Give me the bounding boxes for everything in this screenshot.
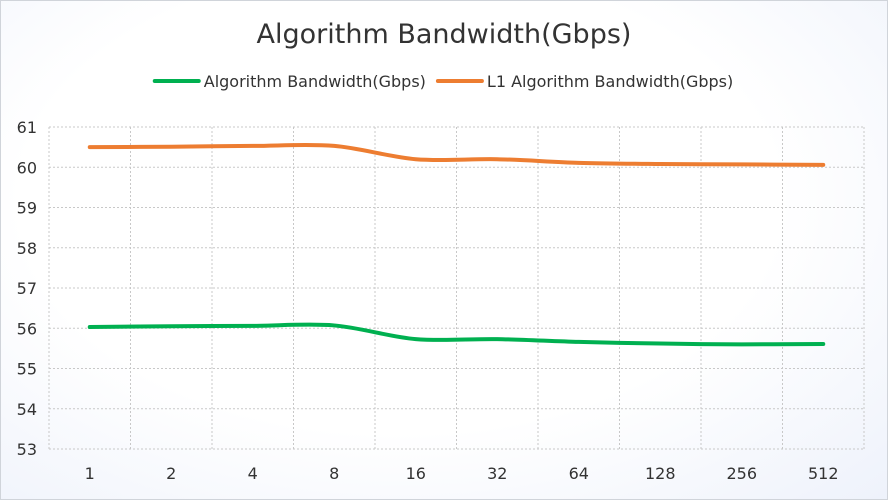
x-tick-label: 16 xyxy=(406,464,426,483)
y-tick-label: 55 xyxy=(17,360,37,379)
y-tick-label: 60 xyxy=(17,158,37,177)
legend-item-2: L1 Algorithm Bandwidth(Gbps) xyxy=(435,72,733,91)
series-group xyxy=(87,142,826,347)
series-line-2 xyxy=(87,142,826,167)
y-axis: 53 54 55 56 57 58 59 60 61 xyxy=(17,118,37,459)
y-tick-label: 57 xyxy=(17,279,37,298)
chart-title: Algorithm Bandwidth(Gbps) xyxy=(257,19,632,50)
y-tick-label: 61 xyxy=(17,118,37,137)
y-tick-label: 56 xyxy=(17,319,37,338)
x-tick-label: 2 xyxy=(166,464,176,483)
x-tick-label: 32 xyxy=(487,464,507,483)
y-tick-label: 54 xyxy=(17,400,37,419)
y-tick-label: 53 xyxy=(17,440,37,459)
y-tick-label: 59 xyxy=(17,199,37,218)
legend: Algorithm Bandwidth(Gbps) L1 Algorithm Ba… xyxy=(152,72,733,91)
legend-label: Algorithm Bandwidth(Gbps) xyxy=(204,72,426,91)
x-axis: 1 2 4 8 16 32 64 128 256 512 xyxy=(85,464,839,483)
x-tick-label: 512 xyxy=(808,464,839,483)
x-tick-label: 64 xyxy=(569,464,589,483)
x-tick-label: 1 xyxy=(85,464,95,483)
grid xyxy=(48,126,865,450)
x-tick-label: 256 xyxy=(726,464,757,483)
legend-item-1: Algorithm Bandwidth(Gbps) xyxy=(152,72,426,91)
x-tick-label: 8 xyxy=(329,464,339,483)
x-tick-label: 4 xyxy=(248,464,258,483)
legend-label: L1 Algorithm Bandwidth(Gbps) xyxy=(487,72,733,91)
series-line-1 xyxy=(87,322,826,347)
y-tick-label: 58 xyxy=(17,239,37,258)
x-tick-label: 128 xyxy=(645,464,676,483)
